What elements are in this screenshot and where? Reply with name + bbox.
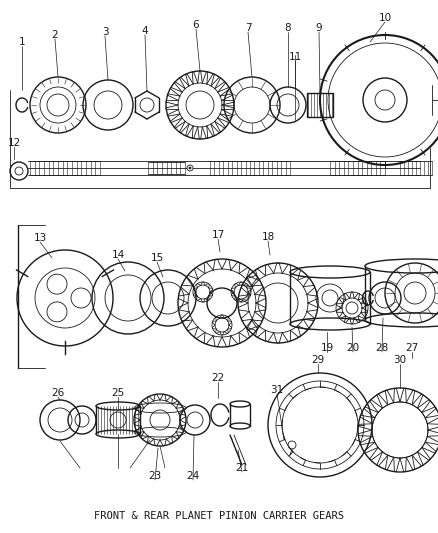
Text: 23: 23 xyxy=(148,471,162,481)
Text: 9: 9 xyxy=(316,23,322,33)
Text: 28: 28 xyxy=(375,343,389,353)
Text: 31: 31 xyxy=(270,385,284,395)
Text: 22: 22 xyxy=(212,373,225,383)
Bar xyxy=(307,93,333,117)
Text: 20: 20 xyxy=(346,343,360,353)
Text: 14: 14 xyxy=(111,250,125,260)
Text: 10: 10 xyxy=(378,13,392,23)
Text: 6: 6 xyxy=(193,20,199,30)
Text: 24: 24 xyxy=(187,471,200,481)
Text: 7: 7 xyxy=(245,23,251,33)
Circle shape xyxy=(189,167,191,169)
Text: 3: 3 xyxy=(102,27,108,37)
Text: 19: 19 xyxy=(320,343,334,353)
Text: 26: 26 xyxy=(51,388,65,398)
Text: 15: 15 xyxy=(150,253,164,263)
Text: 30: 30 xyxy=(393,355,406,365)
Text: 21: 21 xyxy=(235,463,249,473)
Text: 25: 25 xyxy=(111,388,125,398)
Circle shape xyxy=(71,288,91,308)
Circle shape xyxy=(47,274,67,294)
Text: 4: 4 xyxy=(141,26,148,36)
Text: 18: 18 xyxy=(261,232,275,242)
Text: 29: 29 xyxy=(311,355,325,365)
Text: 27: 27 xyxy=(406,343,419,353)
Text: 2: 2 xyxy=(52,30,58,40)
Text: 17: 17 xyxy=(212,230,225,240)
Text: 11: 11 xyxy=(288,52,302,62)
Text: 1: 1 xyxy=(19,37,25,47)
Circle shape xyxy=(187,165,193,171)
Text: 8: 8 xyxy=(285,23,291,33)
Text: FRONT & REAR PLANET PINION CARRIER GEARS: FRONT & REAR PLANET PINION CARRIER GEARS xyxy=(94,511,344,521)
Circle shape xyxy=(47,302,67,322)
Text: 12: 12 xyxy=(7,138,21,148)
Text: 13: 13 xyxy=(33,233,46,243)
